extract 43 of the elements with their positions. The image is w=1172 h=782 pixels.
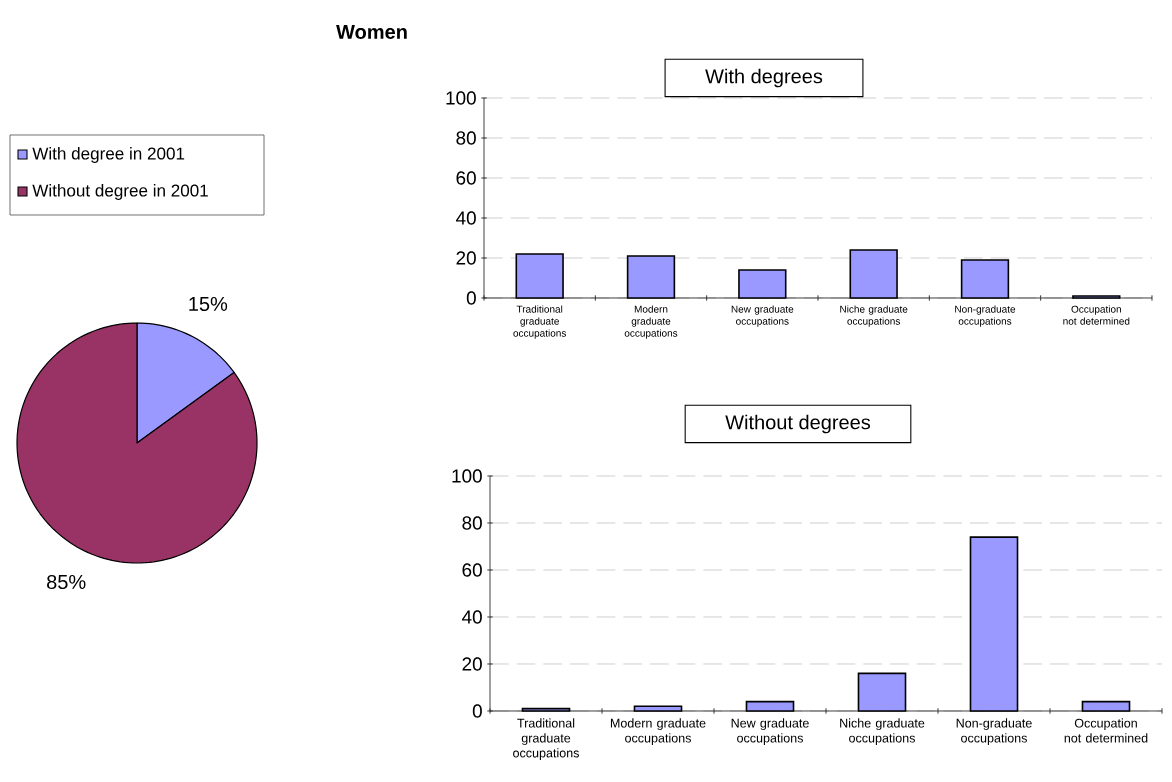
data-label: 15% (189, 296, 228, 312)
y-tick-label: 80 (462, 516, 482, 530)
bar (960, 259, 1010, 299)
text: Women (336, 25, 407, 39)
x-tick-label: Niche graduate occupations (840, 305, 908, 327)
bar (521, 707, 571, 712)
x-tick-label: Non-graduate occupations (956, 718, 1032, 745)
x-tick-label: Traditional graduate occupations (513, 305, 566, 339)
y-tick-label: 0 (466, 291, 476, 305)
x-tick-label: Traditional graduate occupations (513, 718, 579, 760)
bar (738, 269, 787, 299)
x-tick-label: New graduate occupations (731, 718, 809, 745)
chart-title: Without degrees (725, 414, 871, 434)
x-tick-label: Occupation not determined (1064, 718, 1148, 743)
x-tick-label: Non-graduate occupations (955, 305, 1016, 327)
bar (745, 700, 795, 712)
x-tick-label: New graduate occupations (731, 305, 794, 327)
y-tick-label: 20 (462, 657, 482, 671)
y-tick-label: 60 (462, 563, 482, 577)
chart-title: With degrees (705, 68, 823, 88)
bar (969, 536, 1019, 712)
legend-label: Without degree in 2001 (32, 184, 208, 200)
x-tick-label: Modern graduate occupations (610, 718, 706, 745)
y-tick-label: 20 (456, 251, 476, 265)
bar (1072, 295, 1121, 299)
y-tick-label: 100 (446, 91, 476, 105)
x-tick-label: Modern graduate occupations (624, 305, 678, 339)
bar (857, 672, 907, 712)
bar (626, 255, 676, 299)
y-tick-label: 80 (456, 131, 476, 145)
data-label: 85% (47, 574, 86, 590)
y-tick-label: 40 (462, 610, 482, 624)
y-tick-label: 40 (456, 211, 476, 225)
y-tick-label: 100 (452, 469, 482, 483)
bar (633, 705, 683, 712)
y-tick-label: 60 (456, 171, 476, 185)
x-tick-label: Occupation not determined (1063, 305, 1130, 325)
x-tick-label: Niche graduate occupations (840, 718, 925, 745)
bar (1081, 700, 1131, 712)
legend-label: With degree in 2001 (32, 147, 185, 163)
y-tick-label: 0 (472, 704, 482, 718)
bar (515, 253, 564, 299)
bar (849, 249, 898, 299)
